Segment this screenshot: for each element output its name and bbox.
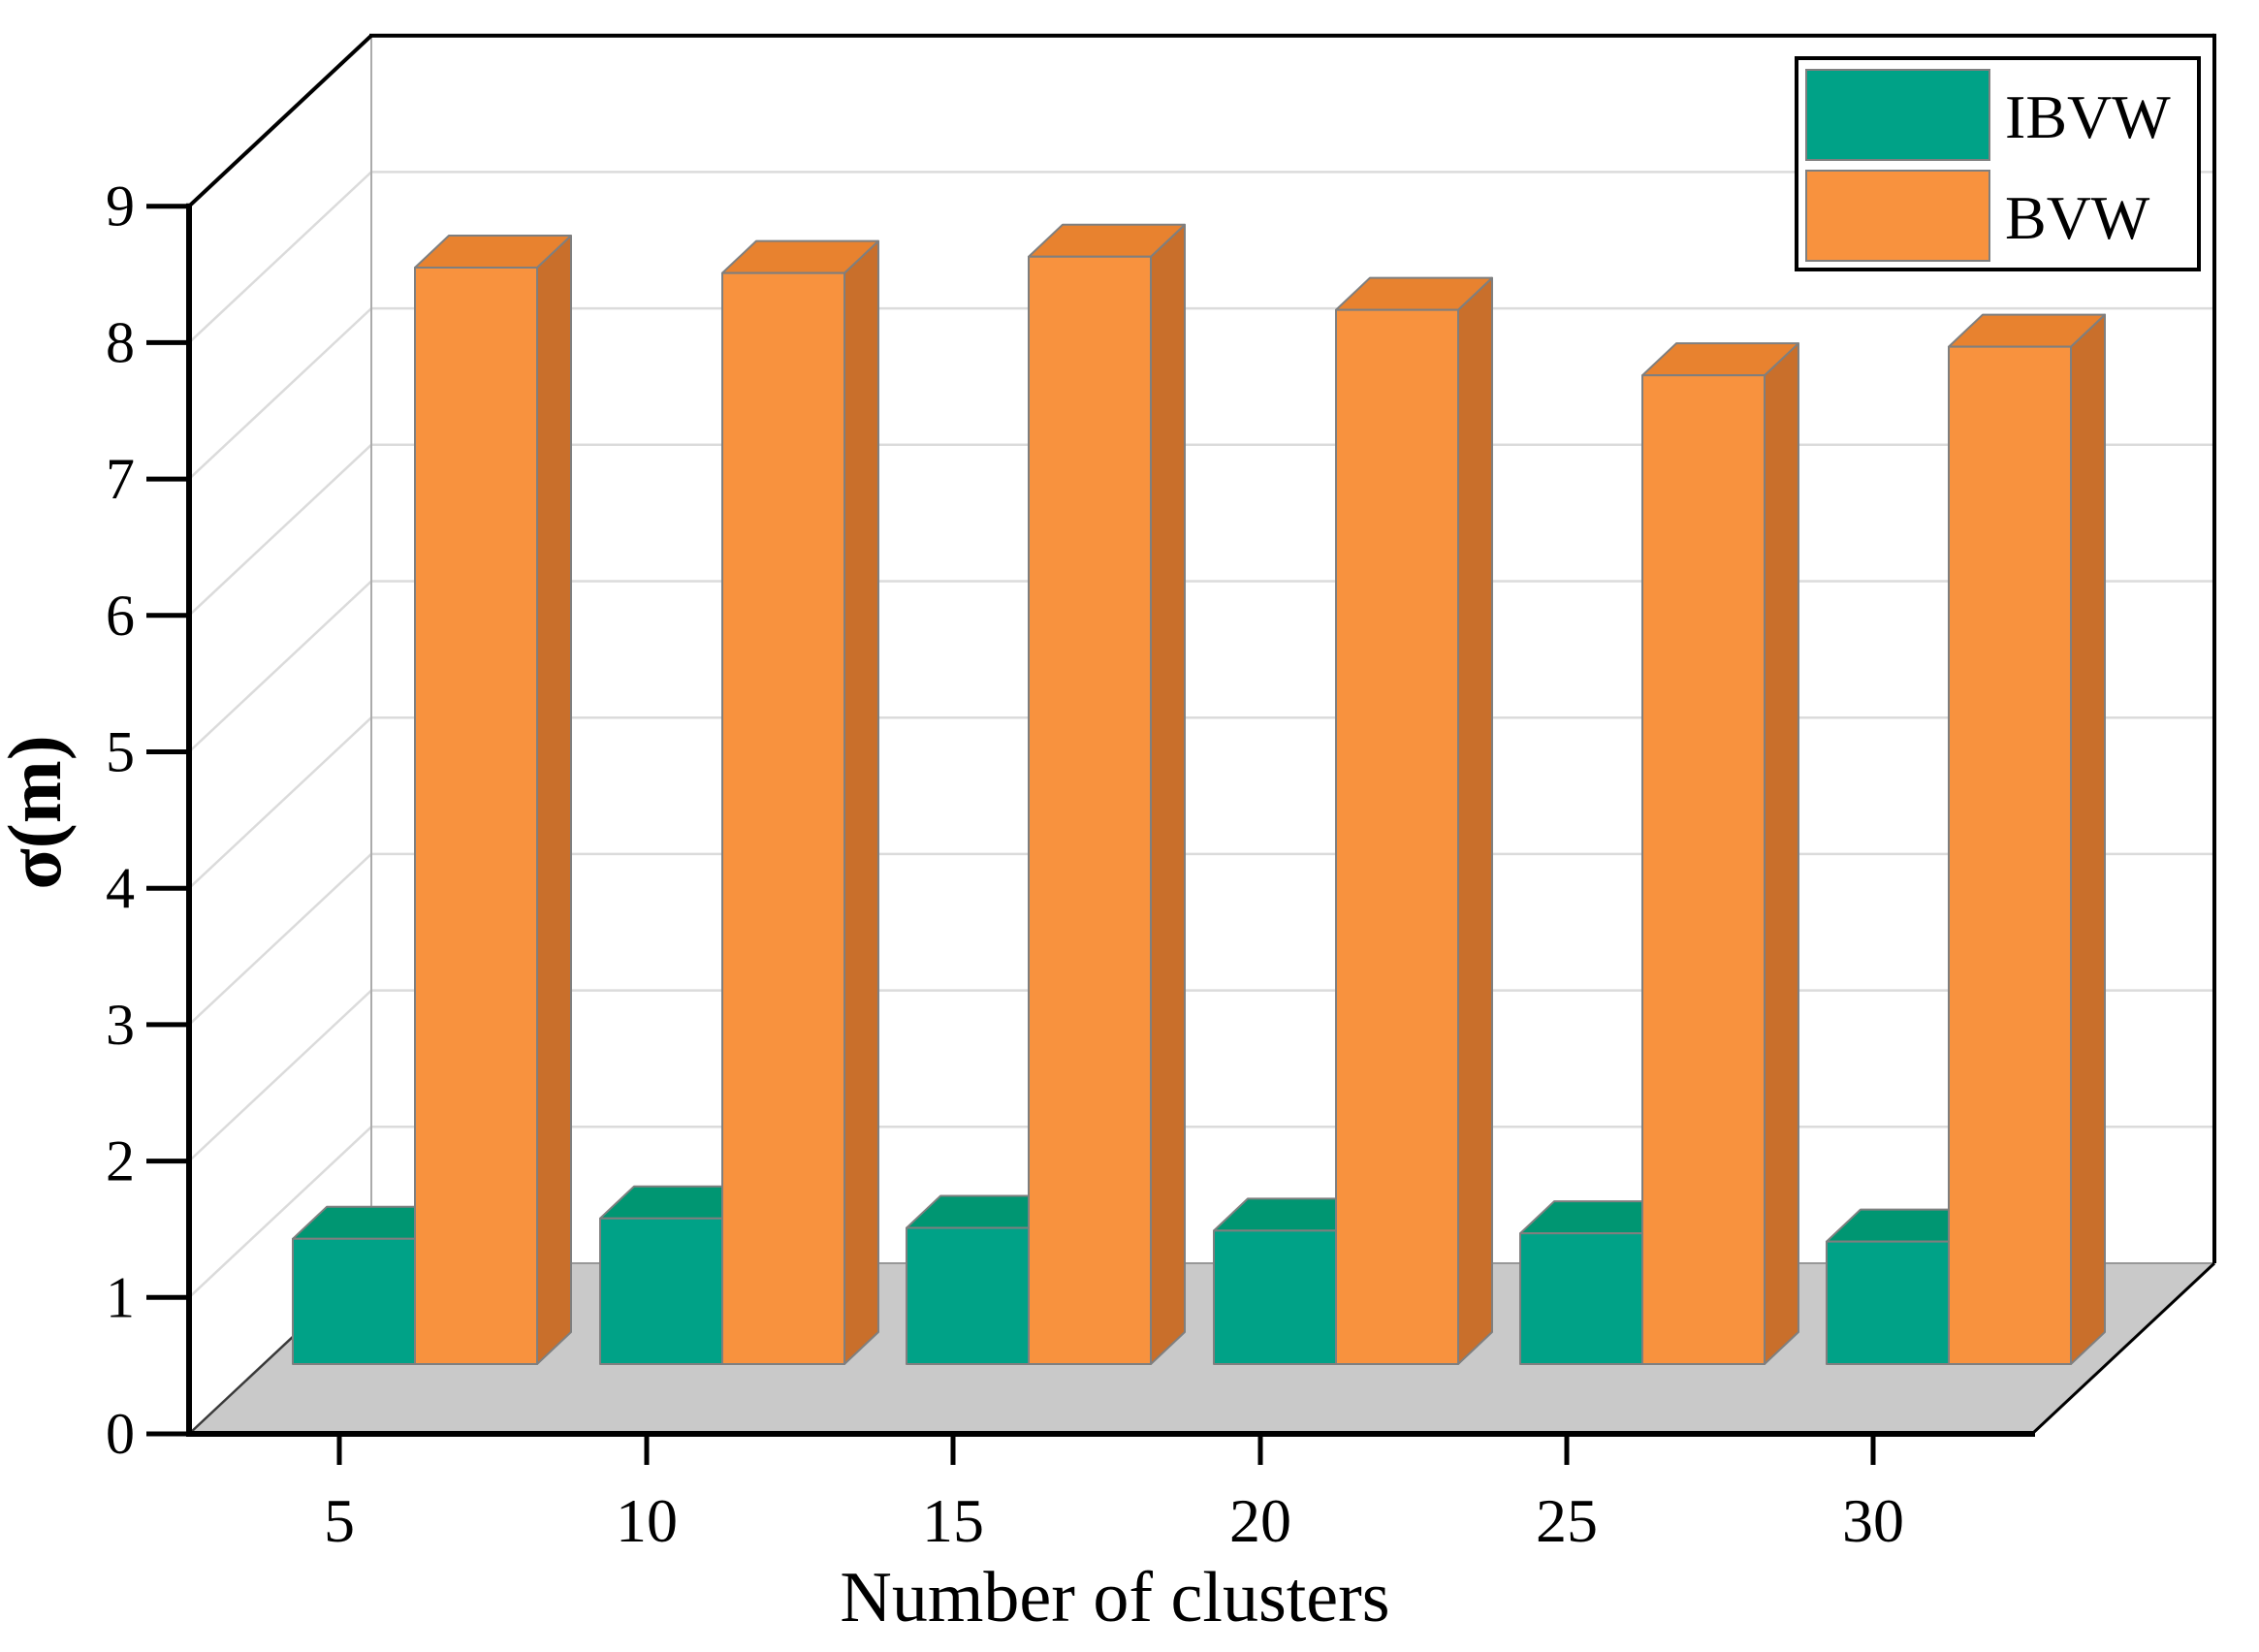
legend: IBVW BVW (1795, 56, 2201, 271)
grid-line-left (188, 989, 372, 1162)
bar-bvw-5 (414, 235, 572, 1365)
bar-ibvw-25-front (1519, 1232, 1643, 1366)
axes-layer: 0 1 2 3 4 5 6 7 8 9 5 10 15 20 25 30 (106, 175, 2035, 1555)
bar-bvw-10-front (721, 271, 845, 1366)
grid-line-left (188, 443, 372, 617)
legend-label-bvw: BVW (2005, 183, 2150, 252)
x-tick-label-30: 30 (1842, 1486, 1904, 1555)
left-wall (189, 35, 371, 1435)
legend-swatch-bvw (1805, 170, 1990, 262)
bar-bvw-30 (1948, 313, 2106, 1366)
bar-ibvw-20-front (1213, 1229, 1337, 1366)
bar-bvw-30-front (1948, 345, 2072, 1366)
legend-label-ibvw: IBVW (2005, 82, 2171, 151)
y-tick-label-8: 8 (106, 310, 135, 374)
y-tick-label-4: 4 (106, 856, 135, 920)
bar-bvw-25 (1641, 342, 1799, 1365)
floor-right-edge (2030, 1261, 2216, 1436)
bar-bvw-15 (1028, 223, 1186, 1365)
y-tick-label-5: 5 (106, 720, 135, 784)
bar-bvw-5-side (536, 235, 572, 1365)
bar-ibvw-15-front (906, 1226, 1030, 1365)
bar-ibvw-30 (1826, 1208, 1984, 1366)
frame-top-left-diagonal (187, 34, 373, 208)
y-tick-label-9: 9 (106, 175, 135, 238)
grid-line-left (188, 852, 372, 1026)
grid-line-left (188, 716, 372, 890)
bar-bvw-15-side (1150, 223, 1186, 1365)
bars-layer (292, 223, 2106, 1366)
x-tick-label-10: 10 (616, 1486, 678, 1555)
y-tick-label-7: 7 (106, 447, 135, 511)
bar-bvw-20 (1335, 276, 1493, 1366)
grid-line-left (188, 171, 372, 344)
x-tick-label-5: 5 (324, 1486, 355, 1555)
y-tick-label-6: 6 (106, 584, 135, 648)
bar-bvw-10-side (843, 239, 879, 1365)
y-tick-label-3: 3 (106, 993, 135, 1057)
y-axis-title: σ(m) (0, 735, 77, 889)
bar-ibvw-5-front (292, 1237, 416, 1365)
bar-ibvw-20 (1213, 1197, 1371, 1366)
x-axis-title: Number of clusters (840, 1558, 1389, 1637)
bar-ibvw-30-front (1826, 1240, 1950, 1366)
legend-swatch-ibvw (1805, 69, 1990, 161)
bar-bvw-25-front (1641, 374, 1766, 1365)
frame-layer (187, 33, 2216, 1436)
bar-ibvw-10-front (599, 1217, 723, 1365)
bar-ibvw-15 (906, 1194, 1064, 1365)
x-tick-label-15: 15 (922, 1486, 984, 1555)
y-tick-label-0: 0 (106, 1402, 135, 1466)
bar-bvw-15-front (1028, 255, 1152, 1365)
bar-ibvw-5 (292, 1205, 450, 1365)
grid-line-left (188, 307, 372, 481)
bar-bvw-10 (721, 239, 879, 1366)
bar-ibvw-25 (1519, 1200, 1677, 1366)
bar-bvw-5-front (414, 267, 538, 1365)
grid-line-left (188, 1126, 372, 1299)
grid-line-left (188, 580, 372, 753)
bar-bvw-25-side (1764, 342, 1799, 1365)
x-tick-label-20: 20 (1229, 1486, 1291, 1555)
x-tick-label-25: 25 (1536, 1486, 1598, 1555)
bar-bvw-30-side (2070, 313, 2106, 1365)
bar-bvw-20-side (1457, 276, 1493, 1365)
bar-bvw-20-front (1335, 308, 1459, 1366)
y-tick-label-1: 1 (106, 1265, 135, 1329)
y-tick-label-2: 2 (106, 1129, 135, 1193)
